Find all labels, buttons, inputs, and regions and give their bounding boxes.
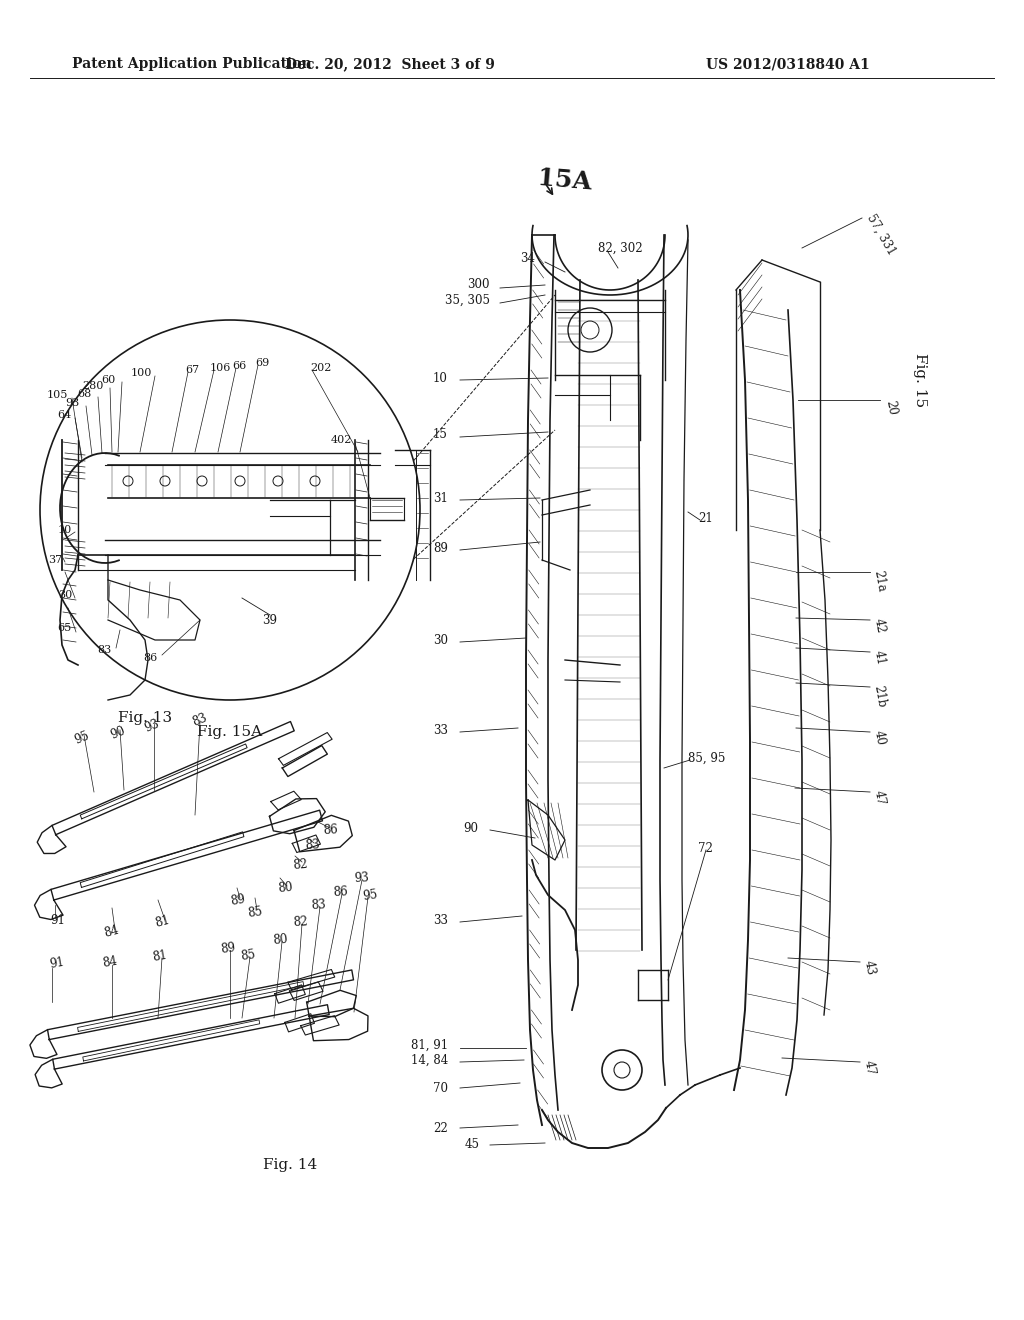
Text: 90: 90 (463, 821, 478, 834)
Text: 66: 66 (232, 360, 246, 371)
Text: 93: 93 (142, 717, 162, 735)
Text: 83: 83 (97, 645, 112, 655)
Text: 91: 91 (50, 913, 65, 927)
Text: 89: 89 (229, 892, 247, 908)
Text: 280: 280 (83, 381, 104, 391)
Text: 82: 82 (292, 915, 307, 929)
Text: 106: 106 (210, 363, 231, 374)
Text: 64: 64 (57, 411, 72, 420)
Text: 37: 37 (48, 554, 62, 565)
Text: 89: 89 (220, 941, 237, 956)
Text: 47: 47 (861, 1059, 877, 1076)
Text: 80: 80 (272, 933, 288, 948)
Text: 21a: 21a (871, 569, 888, 593)
Text: 22: 22 (433, 1122, 449, 1134)
Text: 10: 10 (433, 371, 449, 384)
Text: 202: 202 (310, 363, 332, 374)
Text: 30: 30 (433, 634, 449, 647)
Text: 15A: 15A (537, 166, 593, 194)
Text: 20: 20 (884, 399, 899, 416)
Text: 41: 41 (871, 649, 887, 665)
Text: 57, 331: 57, 331 (864, 211, 898, 257)
Text: 82, 302: 82, 302 (598, 242, 643, 255)
Text: 81: 81 (154, 913, 171, 931)
Text: 93: 93 (66, 399, 80, 408)
Text: 33: 33 (433, 913, 449, 927)
Text: Fig. 15: Fig. 15 (913, 352, 927, 407)
Text: 93: 93 (354, 871, 370, 884)
Text: 30: 30 (57, 590, 72, 601)
Text: 84: 84 (103, 924, 121, 940)
Text: 43: 43 (861, 958, 877, 975)
Text: 85: 85 (247, 904, 263, 920)
Text: 90: 90 (109, 725, 127, 742)
Text: 89: 89 (433, 541, 449, 554)
Text: 34: 34 (520, 252, 535, 264)
Text: 15: 15 (433, 429, 449, 441)
Text: 105: 105 (47, 389, 68, 400)
Text: 82: 82 (292, 858, 308, 873)
Text: 33: 33 (433, 723, 449, 737)
Text: 40: 40 (871, 729, 887, 746)
Text: 300: 300 (468, 279, 490, 292)
Text: 42: 42 (871, 616, 887, 634)
Text: 83: 83 (310, 898, 326, 912)
Text: 81, 91: 81, 91 (411, 1039, 449, 1052)
Text: 14, 84: 14, 84 (411, 1053, 449, 1067)
Text: 85, 95: 85, 95 (688, 751, 725, 764)
Text: 84: 84 (101, 954, 119, 970)
Text: 60: 60 (101, 375, 116, 385)
Text: 72: 72 (698, 842, 713, 854)
Text: Fig. 14: Fig. 14 (263, 1158, 317, 1172)
Text: 39: 39 (262, 614, 278, 627)
Text: 402: 402 (331, 436, 352, 445)
Text: Fig. 15A: Fig. 15A (198, 725, 262, 739)
Text: 69: 69 (255, 358, 269, 368)
Text: 95: 95 (361, 887, 378, 903)
Text: Dec. 20, 2012  Sheet 3 of 9: Dec. 20, 2012 Sheet 3 of 9 (285, 57, 495, 71)
Text: 45: 45 (465, 1138, 480, 1151)
Text: 100: 100 (131, 368, 152, 378)
Text: 47: 47 (871, 789, 887, 807)
Text: 31: 31 (433, 491, 449, 504)
Text: US 2012/0318840 A1: US 2012/0318840 A1 (707, 57, 870, 71)
Text: 86: 86 (332, 886, 348, 899)
Text: 83: 83 (190, 711, 209, 729)
Text: 85: 85 (240, 948, 256, 962)
Text: 80: 80 (278, 880, 293, 895)
Text: 65: 65 (57, 623, 72, 634)
Text: 81: 81 (152, 948, 168, 964)
Text: 70: 70 (433, 1081, 449, 1094)
Text: 10: 10 (57, 525, 72, 535)
Text: 35, 305: 35, 305 (445, 293, 490, 306)
Text: 68: 68 (78, 389, 92, 399)
Text: 21: 21 (698, 511, 713, 524)
Text: 86: 86 (143, 653, 158, 663)
Text: Fig. 13: Fig. 13 (118, 711, 172, 725)
Text: 95: 95 (73, 729, 91, 747)
Text: 67: 67 (185, 366, 199, 375)
Text: 91: 91 (49, 956, 66, 972)
Text: 21b: 21b (871, 684, 888, 708)
Text: Patent Application Publication: Patent Application Publication (72, 57, 311, 71)
Text: 83: 83 (304, 838, 319, 851)
Text: 86: 86 (323, 824, 338, 837)
